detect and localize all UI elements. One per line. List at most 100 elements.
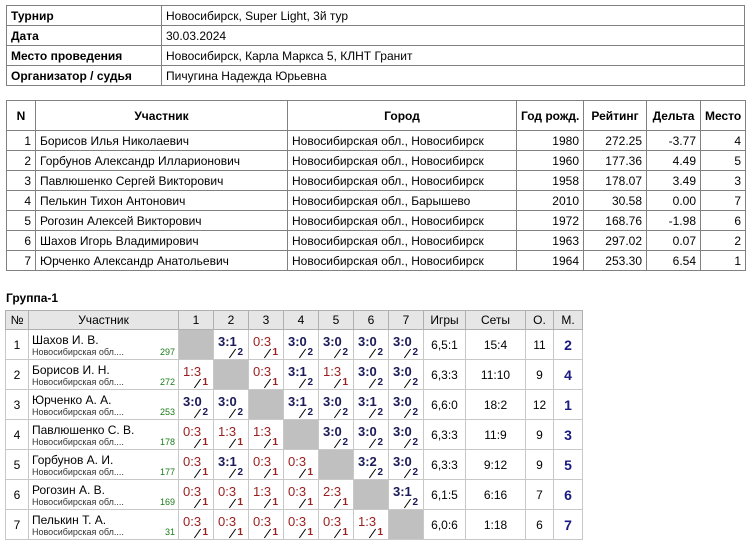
info-key: Организатор / судья (6, 65, 162, 86)
score-cell: 2:3 1 (318, 479, 354, 510)
player-name: Горбунов А. И. (32, 452, 114, 467)
score-slash (263, 468, 272, 479)
participant-row: 4 Пелькин Тихон Антонович Новосибирская об… (6, 190, 746, 211)
match-points: 1 (237, 527, 243, 538)
match-points: 1 (237, 497, 243, 508)
player-city-line: Новосибирская обл.... 177 (32, 467, 175, 477)
score-cell: 3:0 2 (388, 359, 424, 390)
place: 3 (553, 419, 583, 450)
player-city-line: Новосибирская обл.... 31 (32, 527, 175, 537)
cell: 2 (6, 150, 36, 171)
score-slash (263, 438, 272, 449)
place: 4 (553, 359, 583, 390)
cell: 0.00 (646, 190, 701, 211)
score: 0:3 (183, 514, 202, 529)
match-points: 2 (412, 407, 418, 418)
cell: -3.77 (646, 130, 701, 151)
cell: 1 (700, 250, 746, 271)
score-slash (263, 528, 272, 539)
cell: 3 (700, 170, 746, 191)
score-slash (368, 438, 377, 449)
cell: 0.07 (646, 230, 701, 251)
row-number: 4 (5, 419, 29, 450)
column-header: Сеты (465, 310, 526, 330)
player-city-line: Новосибирская обл.... 297 (32, 347, 175, 357)
cell: 4 (6, 190, 36, 211)
score-cell: 0:3 1 (248, 449, 284, 480)
match-points: 2 (377, 407, 383, 418)
player-city: Новосибирская обл.... (32, 376, 124, 387)
info-row: Организатор / судья Пичугина Надежда Юрье… (6, 65, 745, 86)
match-points: 2 (412, 347, 418, 358)
score-cell: 1:3 1 (353, 509, 389, 540)
match-points: 2 (412, 497, 418, 508)
player-city-line: Новосибирская обл.... 178 (32, 437, 175, 447)
player-city: Новосибирская обл.... (32, 436, 124, 447)
player-rating: 272 (159, 376, 175, 387)
score: 3:0 (358, 334, 377, 349)
cell: Рогозин Алексей Викторович (35, 210, 288, 231)
score-cell: 0:3 1 (248, 329, 284, 360)
cell: 4.49 (646, 150, 701, 171)
cell: Шахов Игорь Владимирович (35, 230, 288, 251)
score-cell: 3:0 2 (318, 419, 354, 450)
info-row: Дата 30.03.2024 (6, 25, 745, 46)
self-cell (283, 419, 319, 450)
match-points: 2 (307, 347, 313, 358)
score: 0:3 (288, 454, 307, 469)
score: 0:3 (253, 514, 272, 529)
group-row: 2 Борисов И. Н. Новосибирская обл.... 272 1:… (5, 359, 583, 390)
self-cell (353, 479, 389, 510)
score-slash (193, 438, 202, 449)
match-points: 1 (272, 437, 278, 448)
score-cell: 3:0 2 (178, 389, 214, 420)
score-cell: 3:1 2 (213, 329, 249, 360)
column-header: 1 (178, 310, 214, 330)
score-cell: 3:1 2 (213, 449, 249, 480)
cell: Пелькин Тихон Антонович (35, 190, 288, 211)
score-slash (403, 468, 412, 479)
score: 3:0 (393, 394, 412, 409)
cell: 6 (6, 230, 36, 251)
score-cell: 3:0 2 (388, 329, 424, 360)
games: 6,5:1 (423, 329, 466, 360)
cell: 3.49 (646, 170, 701, 191)
score: 3:1 (218, 454, 237, 469)
player-name: Рогозин А. В. (32, 482, 105, 497)
score: 3:0 (218, 394, 237, 409)
participant-row: 2 Горбунов Александр Илларионович Новосиби… (6, 150, 746, 171)
player-city: Новосибирская обл.... (32, 526, 124, 537)
score: 1:3 (218, 424, 237, 439)
score-slash (298, 498, 307, 509)
score-slash (228, 498, 237, 509)
row-number: 6 (5, 479, 29, 510)
cell: 6.54 (646, 250, 701, 271)
score-cell: 0:3 1 (178, 449, 214, 480)
score-cell: 0:3 1 (213, 479, 249, 510)
column-header: Рейтинг (583, 100, 647, 131)
score-slash (298, 468, 307, 479)
participant-row: 1 Борисов Илья Николаевич Новосибирская об… (6, 130, 746, 151)
score-cell: 1:3 1 (178, 359, 214, 390)
score-cell: 3:0 2 (283, 329, 319, 360)
player-cell: Борисов И. Н. Новосибирская обл.... 272 (28, 359, 179, 390)
score-slash (368, 348, 377, 359)
score: 3:2 (358, 454, 377, 469)
cell: Новосибирская обл., Барышево (287, 190, 517, 211)
cell: 1960 (516, 150, 584, 171)
row-number: 5 (5, 449, 29, 480)
points: 11 (525, 329, 554, 360)
match-points: 2 (342, 437, 348, 448)
match-points: 2 (377, 347, 383, 358)
games: 6,3:3 (423, 419, 466, 450)
score: 0:3 (218, 514, 237, 529)
score: 1:3 (183, 364, 202, 379)
sets: 11:9 (465, 419, 526, 450)
games: 6,0:6 (423, 509, 466, 540)
cell: 1958 (516, 170, 584, 191)
match-points: 1 (202, 527, 208, 538)
self-cell (213, 359, 249, 390)
cell: 178.07 (583, 170, 647, 191)
place: 2 (553, 329, 583, 360)
